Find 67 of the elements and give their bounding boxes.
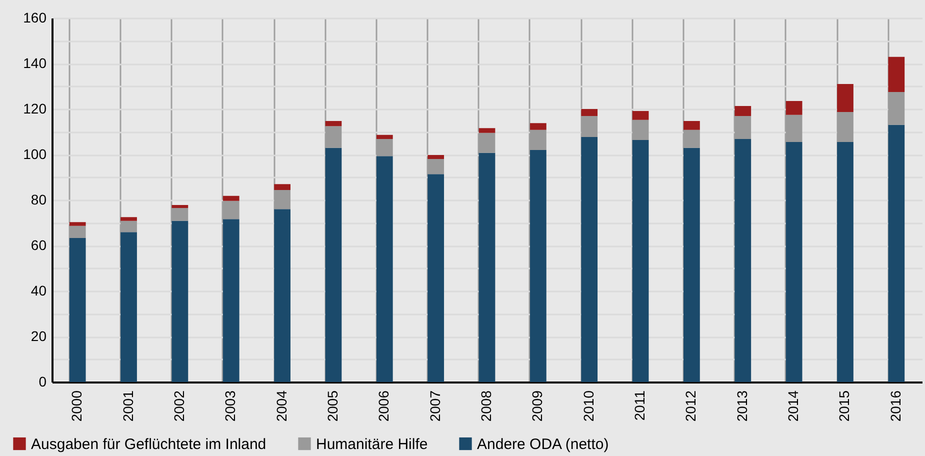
bar bbox=[274, 209, 290, 382]
x-tick-label: 2016 bbox=[887, 390, 904, 422]
bar bbox=[222, 219, 240, 382]
bar bbox=[786, 101, 802, 115]
bar bbox=[69, 238, 86, 382]
y-tick-label: 160 bbox=[23, 10, 47, 26]
x-tick-label: 2001 bbox=[120, 390, 136, 422]
bar bbox=[120, 232, 137, 382]
bar bbox=[837, 84, 854, 112]
y-tick-label: 20 bbox=[30, 328, 47, 344]
x-tick-label: 2005 bbox=[324, 390, 340, 422]
bar bbox=[837, 142, 854, 382]
bar bbox=[786, 142, 802, 382]
bar bbox=[376, 156, 393, 382]
x-tick-label: 2015 bbox=[836, 390, 852, 422]
bar bbox=[684, 121, 700, 130]
bar bbox=[734, 139, 752, 382]
y-tick-label: 100 bbox=[23, 146, 47, 162]
x-tick-label: 2013 bbox=[734, 390, 750, 422]
y-tick-label: 140 bbox=[23, 55, 47, 71]
x-tick-label: 2006 bbox=[376, 390, 392, 422]
bar bbox=[222, 196, 240, 201]
bar bbox=[632, 140, 649, 382]
bar bbox=[837, 112, 854, 142]
bar bbox=[120, 217, 137, 221]
x-tick-label: 2008 bbox=[478, 390, 494, 422]
x-tick-label: 2003 bbox=[222, 390, 238, 422]
x-tick-label: 2007 bbox=[426, 390, 443, 422]
x-tick-label: 2011 bbox=[632, 390, 648, 421]
y-tick-label: 0 bbox=[38, 374, 47, 390]
bar bbox=[530, 150, 546, 382]
bar bbox=[428, 174, 444, 382]
x-tick-label: 2012 bbox=[682, 390, 699, 422]
bar bbox=[428, 154, 444, 160]
bar bbox=[478, 128, 496, 133]
bar bbox=[684, 148, 700, 382]
bar bbox=[478, 152, 496, 382]
x-tick-label: 2004 bbox=[273, 390, 290, 422]
legend-label: Andere ODA (netto) bbox=[477, 436, 609, 453]
bar bbox=[325, 148, 342, 382]
bar bbox=[274, 184, 290, 190]
x-tick-label: 2014 bbox=[785, 390, 802, 422]
y-tick-label: 80 bbox=[30, 192, 47, 208]
bar bbox=[274, 190, 290, 210]
bar bbox=[581, 109, 598, 116]
bar bbox=[734, 106, 752, 116]
legend-label: Ausgaben für Geflüchtete im Inland bbox=[31, 436, 266, 453]
y-tick-label: 120 bbox=[23, 100, 47, 116]
bar bbox=[888, 92, 905, 125]
bar bbox=[172, 220, 188, 382]
bar bbox=[632, 111, 649, 120]
x-tick-label: 2002 bbox=[170, 390, 187, 422]
bar bbox=[581, 136, 598, 382]
bar bbox=[530, 123, 546, 130]
legend-label: Humanitäre Hilfe bbox=[316, 436, 428, 453]
x-tick-label: 2009 bbox=[529, 390, 546, 422]
bar bbox=[172, 205, 188, 208]
x-tick-label: 2000 bbox=[68, 390, 85, 422]
x-tick-label: 2010 bbox=[580, 390, 596, 422]
bar bbox=[69, 222, 86, 226]
y-tick-label: 40 bbox=[30, 282, 47, 298]
y-tick-label: 60 bbox=[30, 237, 47, 253]
bar bbox=[325, 121, 342, 126]
bar bbox=[888, 124, 905, 382]
bar bbox=[376, 134, 393, 140]
bar bbox=[888, 56, 905, 92]
bar bbox=[581, 116, 598, 137]
